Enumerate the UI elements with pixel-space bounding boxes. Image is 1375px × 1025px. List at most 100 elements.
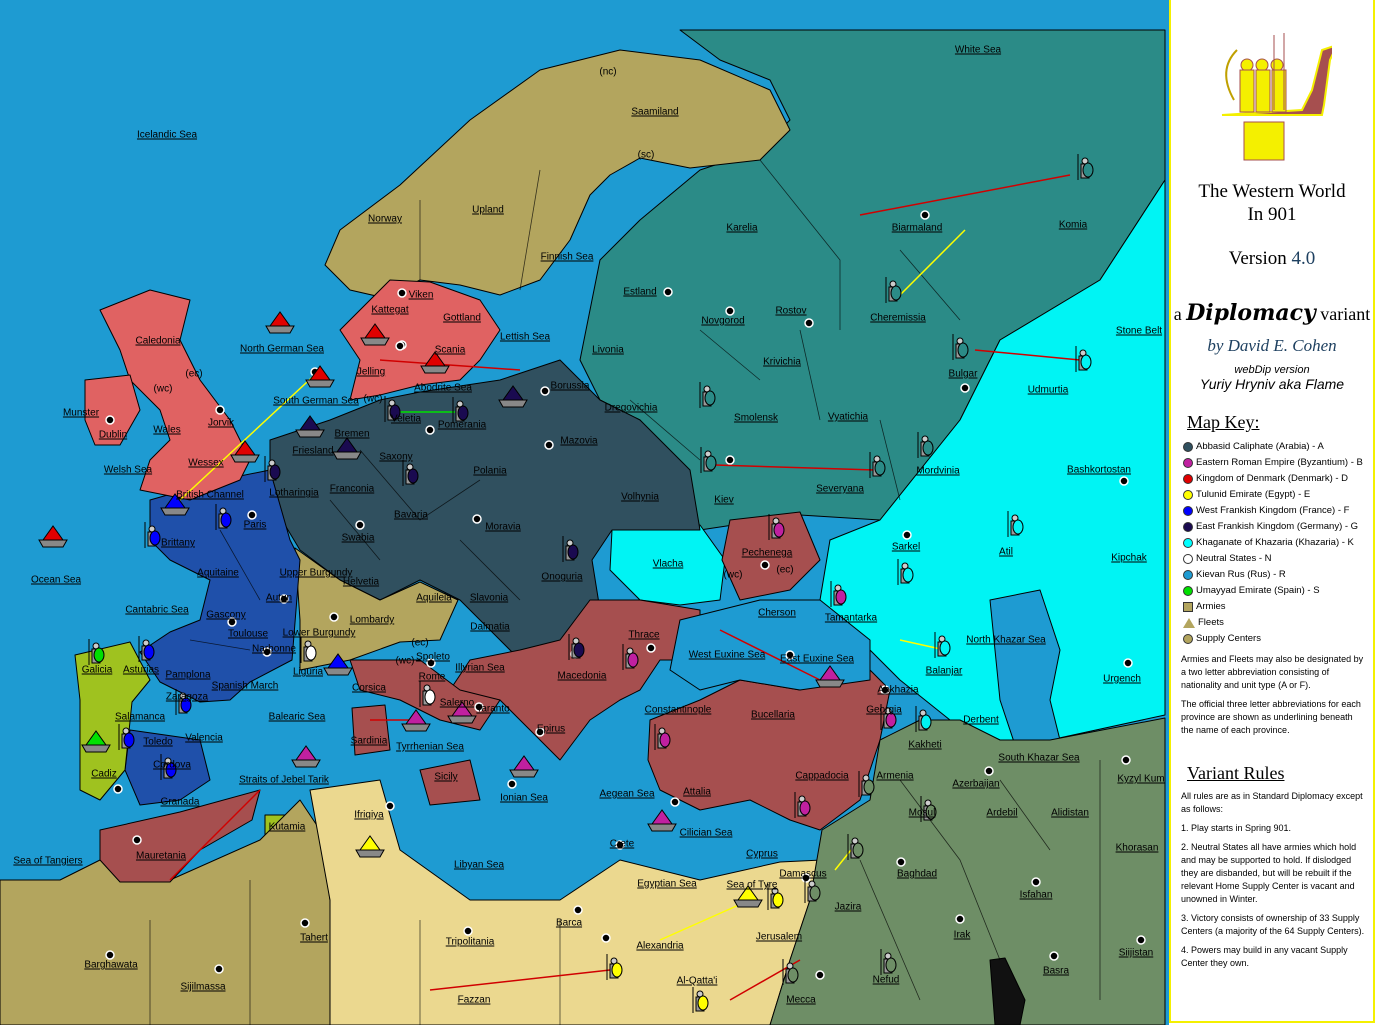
army-unit-icon[interactable]	[215, 504, 232, 530]
army-unit-icon[interactable]	[606, 954, 623, 980]
fleet-unit-icon[interactable]	[38, 525, 68, 548]
province-label[interactable]: Veletia	[390, 413, 422, 425]
province-label[interactable]: Alidistan	[1051, 807, 1089, 819]
province-label[interactable]: Scania	[434, 344, 466, 356]
province-label[interactable]: White Sea	[954, 44, 1002, 56]
fleet-unit-icon[interactable]	[815, 665, 845, 688]
province-label[interactable]: Aquileia	[416, 592, 452, 604]
province-label[interactable]: Aegean Sea	[599, 788, 655, 800]
province-label[interactable]: Thrace	[628, 629, 660, 641]
province-label[interactable]: Spoleto	[416, 651, 450, 663]
province-label[interactable]: Barca	[555, 917, 583, 929]
province-label[interactable]: Livonia	[592, 344, 624, 356]
region-sardinia[interactable]	[351, 704, 391, 756]
province-label[interactable]: Vyatichia	[827, 411, 869, 423]
region-upper-lands[interactable]	[294, 547, 459, 671]
province-label[interactable]: Alexandria	[636, 940, 684, 952]
province-label[interactable]: Granada	[160, 796, 200, 808]
province-label[interactable]: Udmurtia	[1027, 384, 1069, 396]
province-label[interactable]: Barghawata	[84, 959, 138, 971]
province-label[interactable]: Tahert	[300, 932, 328, 944]
fleet-unit-icon[interactable]	[420, 351, 450, 374]
province-label[interactable]: Bashkortostan	[1067, 464, 1131, 476]
region-ireland[interactable]	[84, 374, 141, 446]
army-unit-icon[interactable]	[880, 949, 897, 975]
province-label[interactable]: Upper Burgundy	[279, 567, 353, 579]
province-label[interactable]: Rostov	[775, 305, 807, 317]
province-label[interactable]: Cilician Sea	[679, 827, 733, 839]
province-label[interactable]: Gascony	[206, 609, 246, 621]
province-label[interactable]: Balanjar	[925, 665, 963, 677]
province-label[interactable]: Wessex	[188, 457, 224, 469]
province-label[interactable]: Egyptian Sea	[637, 878, 697, 890]
fleet-unit-icon[interactable]	[323, 653, 353, 676]
province-label[interactable]: Sardinia	[350, 735, 388, 747]
province-label[interactable]: Atil	[999, 546, 1013, 558]
province-label[interactable]: Cadiz	[91, 768, 117, 780]
region-arabia[interactable]	[769, 717, 1166, 1025]
province-label[interactable]: East Euxine Sea	[780, 653, 854, 665]
province-label[interactable]: Corsica	[352, 682, 386, 694]
province-label[interactable]: Toulouse	[227, 628, 269, 640]
army-unit-icon[interactable]	[175, 689, 192, 715]
province-label[interactable]: Paris	[243, 519, 267, 531]
province-label[interactable]: Stone Belt	[1115, 325, 1163, 337]
province-label[interactable]: Upland	[472, 204, 504, 216]
province-label[interactable]: (wc)	[153, 383, 173, 395]
province-label[interactable]: Saamiland	[631, 106, 679, 118]
region-vlacha[interactable]	[609, 524, 726, 606]
province-label[interactable]: Lotharingia	[269, 487, 319, 499]
province-label[interactable]: Cantabric Sea	[125, 604, 189, 616]
province-label[interactable]: (wc)	[723, 569, 743, 581]
province-label[interactable]: Jazira	[834, 901, 862, 913]
province-label[interactable]: Ifriqiya	[354, 809, 384, 821]
army-unit-icon[interactable]	[264, 456, 281, 482]
army-unit-icon[interactable]	[300, 637, 317, 663]
province-label[interactable]: (wc)	[363, 393, 383, 405]
fleet-unit-icon[interactable]	[647, 809, 677, 832]
province-label[interactable]: Jorvik	[207, 417, 235, 429]
region-spain[interactable]	[74, 641, 151, 801]
army-unit-icon[interactable]	[1007, 511, 1024, 537]
province-label[interactable]: Pomerania	[437, 419, 487, 431]
province-label[interactable]: Mazovia	[560, 435, 598, 447]
fleet-unit-icon[interactable]	[81, 730, 111, 753]
province-label[interactable]: Asturias	[122, 664, 160, 676]
army-unit-icon[interactable]	[830, 581, 847, 607]
province-label[interactable]: Swabia	[341, 532, 375, 544]
province-label[interactable]: Rome	[418, 671, 446, 683]
province-label[interactable]: Wales	[153, 424, 181, 436]
province-label[interactable]: Polania	[473, 465, 507, 477]
province-label[interactable]: Straits of Jebel Tarik	[239, 774, 329, 786]
province-label[interactable]: Basra	[1042, 965, 1070, 977]
province-label[interactable]: Finnish Sea	[540, 251, 594, 263]
army-unit-icon[interactable]	[858, 771, 875, 797]
province-label[interactable]: Toledo	[143, 736, 173, 748]
province-label[interactable]: Mordvinia	[916, 465, 960, 477]
army-unit-icon[interactable]	[768, 514, 785, 540]
region-britain[interactable]	[99, 289, 251, 501]
province-label[interactable]: Karelia	[726, 222, 758, 234]
province-label[interactable]: (wc)	[395, 655, 415, 667]
province-label[interactable]: Mecca	[786, 994, 816, 1006]
fleet-unit-icon[interactable]	[305, 365, 335, 388]
province-label[interactable]: Valencia	[185, 732, 223, 744]
fleet-unit-icon[interactable]	[295, 415, 325, 438]
province-label[interactable]: Aquitaine	[197, 567, 239, 579]
province-label[interactable]: Dublin	[98, 429, 128, 441]
province-label[interactable]: South Khazar Sea	[998, 752, 1080, 764]
province-label[interactable]: Kakheti	[908, 739, 942, 751]
province-label[interactable]: Kutamia	[268, 821, 306, 833]
province-label[interactable]: Friesland	[292, 445, 334, 457]
army-unit-icon[interactable]	[384, 396, 401, 422]
province-label[interactable]: Georgia	[866, 704, 902, 716]
province-label[interactable]: Pamplona	[165, 669, 211, 681]
game-map[interactable]: White Sea (nc) Saamiland (sc) Icelandic Sea U…	[0, 0, 1169, 1025]
province-label[interactable]: Irak	[953, 929, 971, 941]
province-label[interactable]: Dalmatia	[470, 621, 510, 633]
province-label[interactable]: Zaragoza	[165, 691, 209, 703]
province-label[interactable]: British Channel	[176, 489, 244, 501]
province-label[interactable]: Borussia	[550, 380, 590, 392]
province-label[interactable]: Caledonia	[135, 335, 181, 347]
province-label[interactable]: Taranto	[476, 703, 510, 715]
